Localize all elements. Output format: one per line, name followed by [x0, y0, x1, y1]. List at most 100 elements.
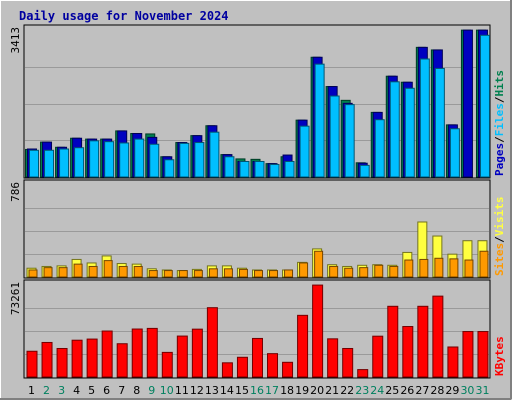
bar-files	[479, 34, 490, 178]
day-label: 2	[43, 384, 50, 397]
bar-sites	[118, 265, 128, 278]
bar-sites	[148, 270, 158, 278]
panel-frame-bottom	[23, 279, 491, 379]
y-max-label-bottom: 73261	[9, 282, 22, 315]
bar-kbytes	[146, 327, 158, 378]
day-label: 26	[400, 384, 414, 397]
bar-sites	[389, 265, 399, 278]
bar-sites	[329, 265, 339, 278]
bar-kbytes	[116, 343, 128, 378]
bar-files	[194, 142, 205, 178]
bar-sites	[359, 267, 369, 278]
legend-hits: Hits	[493, 70, 506, 97]
bar-sites	[374, 264, 384, 278]
legend-kbytes: KBytes	[493, 336, 506, 376]
bar-sites	[208, 268, 218, 278]
bar-sites	[434, 257, 444, 278]
bar-kbytes	[56, 347, 68, 378]
bar-kbytes	[297, 314, 309, 378]
bar-files	[434, 67, 445, 178]
bar-files	[314, 63, 325, 178]
bar-sites	[449, 258, 459, 278]
day-label: 27	[415, 384, 429, 397]
bar-kbytes	[372, 335, 384, 378]
bar-files	[404, 87, 415, 178]
bar-files	[359, 164, 370, 178]
bar-files	[59, 148, 70, 178]
bar-files	[254, 160, 265, 178]
legend-top: Pages/Files/Hits	[493, 70, 506, 176]
bar-files	[299, 125, 310, 178]
day-label: 23	[355, 384, 369, 397]
legend-pages: Pages	[493, 143, 506, 176]
bar-files	[74, 147, 85, 178]
bar-kbytes	[161, 351, 173, 378]
legend-middle: Sites/Visits	[493, 197, 506, 277]
bar-kbytes	[86, 338, 98, 378]
day-label: 5	[88, 384, 95, 397]
bar-kbytes	[447, 346, 459, 378]
bar-files	[44, 149, 55, 178]
bar-sites	[73, 263, 83, 278]
day-label: 3	[58, 384, 65, 397]
bar-kbytes	[176, 335, 188, 378]
panels: 3413Pages/Files/Hits786Sites/Visits73261…	[9, 24, 506, 379]
day-label: 8	[133, 384, 140, 397]
bar-files	[419, 58, 430, 178]
bar-kbytes	[26, 350, 38, 378]
bar-files	[104, 141, 115, 178]
bar-sites	[253, 270, 263, 278]
bar-sites	[269, 270, 279, 278]
day-label: 1	[28, 384, 35, 397]
bar-sites	[88, 265, 98, 278]
legend-separator: /	[493, 236, 506, 243]
day-label: 14	[220, 384, 234, 397]
bar-files	[89, 140, 100, 178]
bar-kbytes	[342, 347, 354, 378]
panel-frame-middle	[23, 179, 491, 279]
y-max-label-top: 3413	[9, 27, 22, 54]
bar-kbytes	[432, 295, 444, 378]
day-label: 12	[190, 384, 204, 397]
bar-sites	[28, 269, 38, 278]
bar-sites	[178, 270, 188, 278]
bar-files	[329, 95, 340, 178]
bar-kbytes	[206, 307, 218, 378]
bar-kbytes	[282, 361, 294, 378]
bar-sites	[299, 262, 309, 278]
bar-kbytes	[41, 341, 53, 378]
bar-kbytes	[251, 337, 263, 378]
bar-kbytes	[131, 328, 143, 378]
day-label: 20	[310, 384, 324, 397]
bar-kbytes	[71, 339, 83, 378]
day-label: 28	[430, 384, 444, 397]
bar-pages	[462, 29, 473, 178]
bar-kbytes	[357, 369, 369, 378]
day-label: 9	[148, 384, 155, 397]
bar-sites	[58, 267, 68, 278]
day-label: 10	[160, 384, 174, 397]
bar-sites	[133, 265, 143, 278]
bar-files	[284, 160, 295, 178]
bar-sites	[314, 250, 324, 278]
day-label: 11	[175, 384, 189, 397]
bar-files	[239, 160, 250, 178]
bar-kbytes	[267, 353, 279, 378]
bar-sites	[419, 258, 429, 278]
bar-files	[119, 142, 130, 178]
day-label: 24	[370, 384, 384, 397]
bar-kbytes	[402, 326, 414, 378]
day-label: 29	[445, 384, 459, 397]
bar-files	[269, 164, 280, 178]
bar-sites	[223, 268, 233, 278]
bar-kbytes	[327, 338, 339, 378]
panel-top: 3413 Pages/Files/Hits	[9, 24, 506, 179]
day-label: 18	[280, 384, 294, 397]
bar-sites	[479, 250, 489, 278]
bar-files	[164, 159, 175, 178]
day-label: 16	[250, 384, 264, 397]
bar-sites	[404, 259, 414, 278]
day-label: 4	[73, 384, 80, 397]
bar-files	[374, 119, 385, 178]
